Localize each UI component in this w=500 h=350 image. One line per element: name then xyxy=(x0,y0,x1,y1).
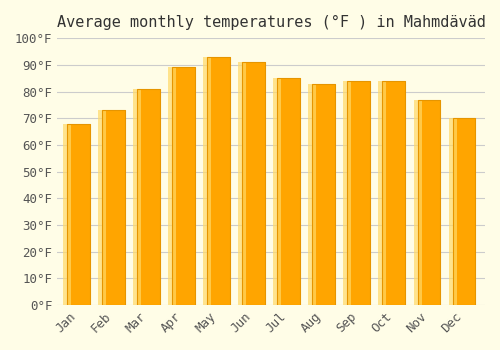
Bar xyxy=(414,99,422,305)
Bar xyxy=(278,78,300,305)
Bar xyxy=(308,84,316,305)
Bar xyxy=(418,99,440,305)
Bar xyxy=(98,110,106,305)
Bar xyxy=(452,118,475,305)
Bar xyxy=(278,78,300,305)
Bar xyxy=(312,84,335,305)
Bar xyxy=(448,118,456,305)
Bar xyxy=(452,118,475,305)
Bar xyxy=(382,81,406,305)
Bar xyxy=(312,84,335,305)
Bar xyxy=(172,68,195,305)
Bar xyxy=(102,110,125,305)
Bar xyxy=(418,99,440,305)
Bar xyxy=(348,81,370,305)
Bar xyxy=(67,124,90,305)
Bar xyxy=(382,81,406,305)
Bar xyxy=(137,89,160,305)
Bar xyxy=(102,110,125,305)
Bar xyxy=(242,62,265,305)
Bar xyxy=(238,62,246,305)
Bar xyxy=(137,89,160,305)
Bar xyxy=(207,57,230,305)
Bar xyxy=(274,78,281,305)
Bar xyxy=(207,57,230,305)
Bar xyxy=(133,89,141,305)
Bar xyxy=(168,68,176,305)
Bar xyxy=(67,124,90,305)
Bar xyxy=(172,68,195,305)
Bar xyxy=(63,124,71,305)
Bar xyxy=(242,62,265,305)
Bar xyxy=(378,81,386,305)
Bar xyxy=(203,57,211,305)
Title: Average monthly temperatures (°F ) in Mahmdäväd: Average monthly temperatures (°F ) in Ma… xyxy=(56,15,486,30)
Bar xyxy=(348,81,370,305)
Bar xyxy=(344,81,351,305)
